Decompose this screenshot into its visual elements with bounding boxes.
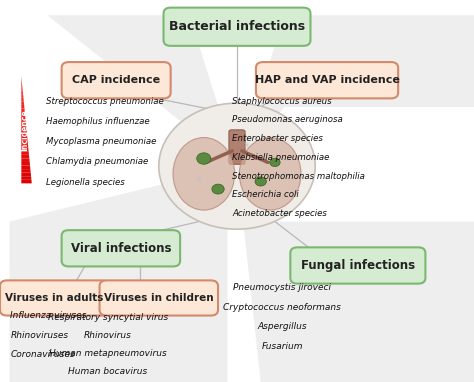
Text: Rhinoviruses: Rhinoviruses [10, 330, 69, 340]
Polygon shape [21, 108, 25, 112]
Text: Aspergillus: Aspergillus [257, 322, 307, 332]
Text: Viral infections: Viral infections [71, 242, 171, 255]
Polygon shape [21, 130, 27, 133]
Circle shape [212, 184, 224, 194]
Text: Fusarium: Fusarium [261, 342, 303, 351]
Ellipse shape [173, 138, 235, 210]
Polygon shape [21, 133, 27, 137]
Circle shape [270, 158, 280, 167]
Text: Rhinovirus: Rhinovirus [84, 331, 132, 340]
Text: Influenza viruses: Influenza viruses [10, 311, 87, 320]
FancyBboxPatch shape [0, 280, 109, 316]
Text: Bacterial infections: Bacterial infections [169, 20, 305, 33]
Text: Staphylococcus aureus: Staphylococcus aureus [232, 97, 332, 106]
Text: Viruses in adults: Viruses in adults [5, 293, 104, 303]
Text: Pseudomonas aeruginosa: Pseudomonas aeruginosa [232, 115, 343, 125]
Polygon shape [21, 119, 26, 123]
Text: Human bocavirus: Human bocavirus [68, 367, 148, 376]
Text: Stenotrophomonas maltophilia: Stenotrophomonas maltophilia [232, 172, 365, 181]
Polygon shape [21, 148, 28, 151]
Text: Klebsiella pneumoniae: Klebsiella pneumoniae [232, 153, 329, 162]
Polygon shape [21, 176, 31, 180]
Text: Fungal infections: Fungal infections [301, 259, 415, 272]
Polygon shape [21, 80, 22, 84]
Polygon shape [21, 101, 24, 105]
Polygon shape [21, 126, 27, 130]
Polygon shape [21, 180, 32, 183]
Text: Pneumocystis jiroveci: Pneumocystis jiroveci [233, 283, 331, 292]
FancyBboxPatch shape [62, 62, 171, 98]
Polygon shape [237, 15, 474, 166]
Text: CAP incidence: CAP incidence [72, 75, 160, 85]
Polygon shape [21, 94, 23, 98]
FancyBboxPatch shape [100, 280, 218, 316]
Polygon shape [21, 144, 28, 148]
Circle shape [197, 153, 211, 164]
Polygon shape [21, 123, 26, 126]
Polygon shape [21, 165, 30, 169]
Polygon shape [21, 137, 27, 141]
Polygon shape [21, 151, 29, 155]
FancyBboxPatch shape [164, 8, 310, 46]
Text: *: * [196, 175, 202, 188]
Circle shape [159, 103, 315, 229]
Text: Enterobacter species: Enterobacter species [232, 134, 323, 143]
Polygon shape [21, 91, 23, 94]
Polygon shape [21, 155, 29, 159]
Text: Incidence: Incidence [21, 109, 29, 151]
Polygon shape [237, 166, 474, 382]
Text: *: * [243, 141, 250, 154]
Polygon shape [21, 159, 30, 162]
Polygon shape [21, 84, 22, 87]
Text: Mycoplasma pneumoniae: Mycoplasma pneumoniae [46, 137, 157, 146]
FancyBboxPatch shape [290, 248, 425, 283]
Text: *: * [281, 171, 288, 184]
Polygon shape [21, 169, 31, 173]
Polygon shape [21, 162, 30, 165]
FancyBboxPatch shape [229, 130, 245, 164]
Text: Acinetobacter species: Acinetobacter species [232, 209, 327, 218]
Text: Human metapneumovirus: Human metapneumovirus [49, 349, 167, 358]
Text: Haemophilus influenzae: Haemophilus influenzae [46, 117, 150, 126]
Text: HAP and VAP incidence: HAP and VAP incidence [255, 75, 400, 85]
Text: Streptococcus pneumoniae: Streptococcus pneumoniae [46, 97, 164, 106]
FancyBboxPatch shape [256, 62, 398, 98]
Polygon shape [21, 141, 28, 144]
Text: Viruses in children: Viruses in children [104, 293, 214, 303]
Polygon shape [9, 166, 237, 382]
Ellipse shape [239, 138, 301, 210]
Text: Cryptococcus neoformans: Cryptococcus neoformans [223, 303, 341, 312]
Polygon shape [21, 173, 31, 176]
Polygon shape [21, 98, 24, 101]
Text: Respiratory syncytial virus: Respiratory syncytial virus [48, 313, 168, 322]
Text: Escherichia coli: Escherichia coli [232, 190, 299, 199]
Polygon shape [21, 112, 25, 116]
Text: Legionella species: Legionella species [46, 178, 125, 187]
Polygon shape [47, 15, 237, 166]
Circle shape [255, 177, 266, 186]
FancyBboxPatch shape [62, 230, 180, 267]
Polygon shape [21, 87, 23, 91]
Polygon shape [21, 116, 26, 119]
Text: Chlamydia pneumoniae: Chlamydia pneumoniae [46, 157, 149, 167]
Text: Coronaviruses: Coronaviruses [10, 350, 75, 359]
Polygon shape [21, 105, 25, 108]
